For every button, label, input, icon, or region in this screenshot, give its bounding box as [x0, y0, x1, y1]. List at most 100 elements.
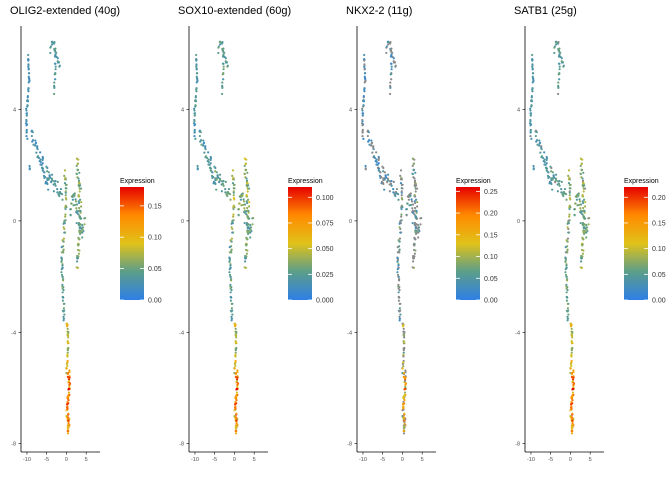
data-point — [572, 376, 575, 379]
data-point — [25, 129, 28, 133]
data-point — [234, 427, 237, 430]
data-point — [543, 151, 546, 154]
data-point — [370, 144, 373, 147]
x-tick-label: -10 — [191, 457, 199, 463]
data-point — [570, 355, 573, 358]
data-point — [586, 229, 589, 233]
data-point — [567, 174, 570, 177]
data-point — [584, 205, 587, 208]
data-point — [570, 371, 574, 375]
data-point — [216, 174, 219, 177]
data-point — [564, 271, 567, 274]
data-point — [237, 214, 240, 217]
data-point — [235, 420, 238, 424]
data-point — [229, 275, 232, 278]
data-point — [413, 244, 416, 247]
data-point — [81, 231, 84, 234]
data-point — [568, 183, 571, 187]
data-point — [568, 194, 571, 197]
data-point — [411, 207, 414, 210]
data-point — [76, 254, 79, 258]
data-point — [372, 155, 376, 158]
data-point — [373, 156, 377, 160]
data-point — [566, 317, 570, 320]
data-point — [566, 226, 569, 229]
data-point — [80, 205, 83, 208]
y-tick-label: -8 — [515, 442, 520, 448]
data-point — [566, 288, 569, 292]
data-point — [392, 191, 395, 194]
data-point — [60, 271, 63, 274]
data-point — [248, 187, 251, 190]
data-point — [413, 179, 417, 182]
data-point — [66, 323, 69, 326]
data-point — [392, 180, 395, 183]
data-point — [80, 187, 83, 190]
data-point — [64, 194, 67, 197]
data-point — [218, 173, 222, 176]
data-point — [375, 160, 378, 164]
data-point — [61, 275, 64, 278]
data-point — [412, 168, 415, 171]
data-point — [66, 396, 69, 399]
data-point — [245, 244, 248, 247]
data-point — [235, 330, 238, 333]
data-point — [568, 197, 572, 200]
data-point — [396, 246, 399, 249]
data-point — [385, 45, 388, 48]
legend-tick-label: 0.10 — [148, 235, 162, 242]
data-point — [376, 163, 379, 166]
data-point — [583, 184, 586, 187]
data-point — [66, 403, 69, 406]
data-point — [574, 202, 577, 205]
data-point — [396, 268, 399, 271]
data-point — [567, 302, 570, 305]
data-point — [223, 51, 226, 54]
data-point — [49, 51, 52, 55]
data-point — [79, 211, 82, 214]
data-point — [236, 382, 240, 385]
data-point — [211, 171, 214, 174]
legend-tick-label: 0.075 — [316, 220, 334, 227]
data-point — [63, 178, 66, 181]
data-point — [53, 86, 56, 90]
data-point — [78, 206, 81, 210]
data-point — [393, 61, 396, 64]
data-point — [28, 164, 31, 168]
data-point — [570, 364, 573, 368]
data-point — [382, 182, 385, 186]
data-point — [571, 388, 574, 391]
data-point — [222, 65, 225, 68]
data-point — [538, 141, 542, 144]
data-point — [575, 195, 578, 198]
data-point — [231, 219, 234, 222]
data-point — [377, 157, 381, 160]
data-point — [529, 120, 532, 123]
legend-colorbar — [456, 187, 480, 300]
data-point — [581, 213, 584, 216]
data-point — [382, 177, 385, 180]
data-point — [229, 299, 232, 302]
data-point — [416, 205, 419, 208]
data-point — [230, 237, 234, 240]
data-point — [82, 229, 85, 233]
data-point — [78, 171, 81, 174]
data-point — [402, 432, 406, 435]
data-point — [568, 191, 571, 194]
data-point — [413, 210, 416, 213]
data-point — [204, 146, 207, 149]
data-point — [572, 369, 575, 372]
data-point — [562, 194, 565, 198]
data-point — [243, 207, 246, 210]
data-point — [73, 203, 77, 207]
data-point — [65, 187, 68, 190]
data-point — [397, 283, 400, 286]
data-point — [392, 57, 395, 60]
data-point — [363, 53, 366, 57]
data-point — [556, 180, 559, 183]
data-point — [244, 266, 248, 269]
data-point — [584, 200, 587, 204]
data-point — [530, 137, 533, 141]
data-point — [28, 80, 31, 83]
data-point — [571, 330, 574, 333]
